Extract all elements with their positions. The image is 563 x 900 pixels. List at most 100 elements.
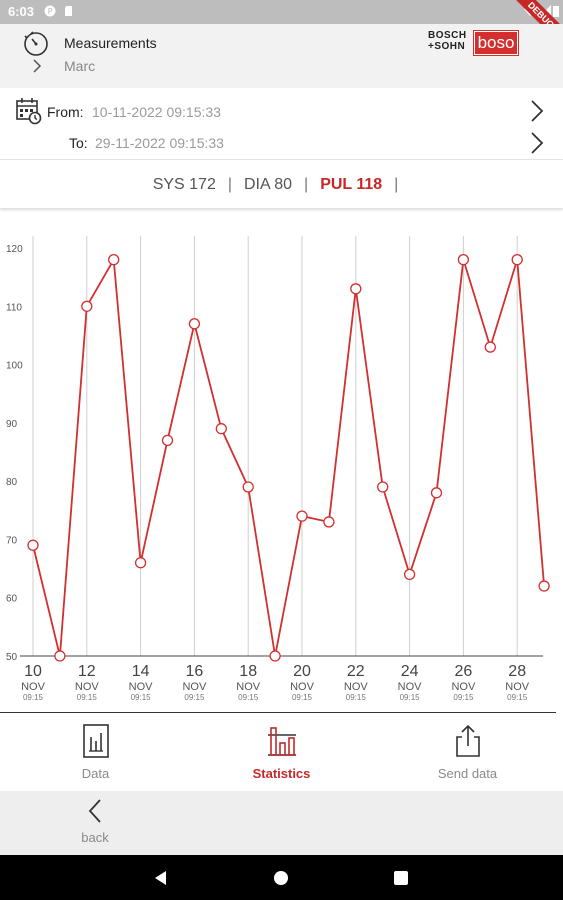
data-point xyxy=(134,557,147,569)
y-tick-label: 80 xyxy=(6,477,18,488)
x-tick-month: NOV xyxy=(505,681,530,693)
data-point xyxy=(269,650,281,662)
nav-back-icon[interactable] xyxy=(152,869,170,887)
pul-value[interactable]: PUL 118 xyxy=(320,176,383,193)
data-point xyxy=(377,481,389,493)
x-tick-time: 09:15 xyxy=(77,693,98,702)
chart-svg: 120110100908070605010NOV09:1512NOV09:151… xyxy=(6,236,550,702)
from-chevron-icon[interactable] xyxy=(529,98,545,124)
data-point xyxy=(54,650,66,662)
x-tick-time: 09:15 xyxy=(131,693,152,702)
x-tick-time: 09:15 xyxy=(507,693,528,702)
sys-value[interactable]: SYS 172 xyxy=(152,176,216,193)
x-tick-day: 28 xyxy=(508,663,526,680)
logo-line1: BOSCH xyxy=(428,30,467,41)
logo-line2: +SOHN xyxy=(428,41,466,52)
tab-label: Send data xyxy=(437,766,498,781)
x-tick-month: NOV xyxy=(451,681,476,693)
data-point xyxy=(323,516,335,528)
x-tick-month: NOV xyxy=(290,681,315,693)
gauge-icon[interactable] xyxy=(22,30,50,58)
x-tick-day: 18 xyxy=(239,663,257,680)
data-point xyxy=(27,539,39,551)
x-tick-day: 20 xyxy=(293,663,311,680)
back-chevron-icon xyxy=(88,799,101,823)
x-tick-time: 09:15 xyxy=(292,693,313,702)
chart-divider xyxy=(0,712,556,713)
data-point xyxy=(457,254,470,266)
x-tick-month: NOV xyxy=(129,681,154,693)
data-point xyxy=(484,341,496,353)
x-tick-time: 09:15 xyxy=(238,693,259,702)
separator: | xyxy=(227,176,232,193)
x-tick-month: NOV xyxy=(182,681,207,693)
measurement-summary: SYS 172 | DIA 80 | PUL 118 | xyxy=(0,160,563,208)
nav-recents-icon[interactable] xyxy=(392,869,410,887)
y-tick-label: 110 xyxy=(6,302,22,313)
pulse-chart: 120 110 100 90 80 70 60 50 10 NOV 09:15 12 NOV 09:15 1… xyxy=(0,228,563,708)
data-point xyxy=(215,423,227,435)
x-tick-time: 09:15 xyxy=(23,693,44,702)
status-time: 6:03 xyxy=(8,4,35,19)
back-bar: back xyxy=(0,791,563,855)
x-tick-month: NOV xyxy=(21,681,46,693)
x-tick-day: 14 xyxy=(132,663,150,680)
x-tick-day: 12 xyxy=(78,663,96,680)
data-point xyxy=(81,300,93,312)
svg-text:P: P xyxy=(48,7,53,16)
tab-statistics[interactable]: Statistics xyxy=(188,713,375,791)
data-point xyxy=(242,481,254,493)
y-tick-label: 60 xyxy=(6,594,18,605)
x-tick-month: NOV xyxy=(398,681,423,693)
pulse-series-line xyxy=(32,256,545,657)
date-range-selector: From: 10-11-2022 09:15:33 To: 29-11-2022… xyxy=(0,88,563,160)
x-tick-day: 22 xyxy=(347,663,365,680)
back-button[interactable]: back xyxy=(74,797,116,851)
to-label: To: xyxy=(69,135,88,151)
share-icon xyxy=(455,724,480,757)
logo-brand: boso xyxy=(473,30,519,56)
y-tick-label: 50 xyxy=(6,652,18,663)
x-tick-month: NOV xyxy=(75,681,100,693)
x-tick-day: 16 xyxy=(186,663,204,680)
app-header: Measurements Marc BOSCH +SOHN boso xyxy=(0,24,563,88)
x-tick-time: 09:15 xyxy=(453,693,474,702)
dia-value[interactable]: DIA 80 xyxy=(244,176,293,193)
data-point xyxy=(538,580,550,592)
battery-icon xyxy=(553,6,559,17)
separator: | xyxy=(304,176,309,193)
data-point xyxy=(161,434,174,446)
breadcrumb-chevron-icon xyxy=(33,59,42,73)
x-tick-month: NOV xyxy=(236,681,261,693)
tab-label: Data xyxy=(81,766,110,781)
breadcrumb-user[interactable]: Marc xyxy=(64,58,96,74)
bottom-tab-bar: Data Statistics Send data xyxy=(0,713,563,791)
data-point xyxy=(296,510,308,522)
x-tick-month: NOV xyxy=(344,681,369,693)
x-tick-time: 09:15 xyxy=(346,693,367,702)
tab-label: Statistics xyxy=(252,766,311,781)
x-tick-day: 10 xyxy=(24,663,42,680)
data-point xyxy=(430,487,443,499)
y-tick-label: 70 xyxy=(6,535,18,546)
system-nav-bar xyxy=(0,855,563,900)
separator: | xyxy=(394,176,399,193)
tab-send-data[interactable]: Send data xyxy=(374,713,561,791)
tab-data[interactable]: Data xyxy=(2,713,189,791)
data-point xyxy=(188,318,201,330)
status-bar: 6:03 P DEBUG xyxy=(0,0,563,56)
nav-home-icon[interactable] xyxy=(272,869,290,887)
data-point xyxy=(511,254,523,266)
notification-icon: P xyxy=(44,5,56,17)
x-tick-day: 24 xyxy=(401,663,419,680)
to-date-value[interactable]: 29-11-2022 09:15:33 xyxy=(95,135,224,151)
from-label: From: xyxy=(47,104,84,120)
y-tick-label: 90 xyxy=(6,419,18,430)
x-tick-time: 09:15 xyxy=(400,693,421,702)
sd-card-icon xyxy=(65,6,72,16)
to-chevron-icon[interactable] xyxy=(529,130,545,156)
from-date-value[interactable]: 10-11-2022 09:15:33 xyxy=(92,104,221,120)
y-tick-label: 120 xyxy=(6,244,23,255)
y-tick-label: 100 xyxy=(6,361,23,372)
statistics-icon xyxy=(267,727,296,756)
